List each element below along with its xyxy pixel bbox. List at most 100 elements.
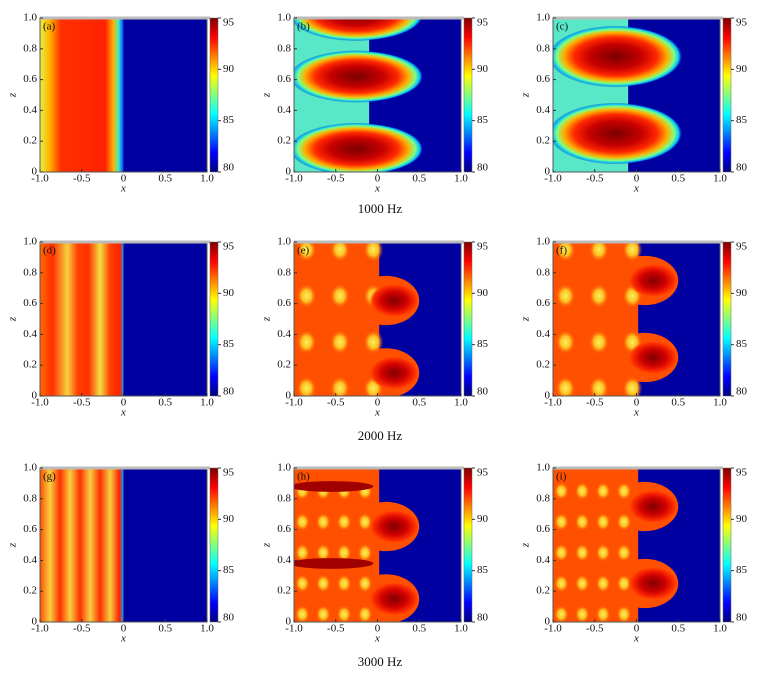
colorbar-tick-label: 85 — [477, 114, 489, 126]
field-region — [40, 242, 124, 396]
colorbar-tick-label: 85 — [223, 114, 235, 126]
panel-label: (g) — [43, 471, 56, 483]
y-tick-label: 0.4 — [536, 554, 550, 566]
x-tick-label: 0.5 — [158, 623, 172, 635]
x-tick-label: -1.0 — [285, 397, 303, 409]
x-tick-label: 0 — [121, 623, 127, 635]
y-tick-label: 0.8 — [23, 492, 37, 504]
field-region — [588, 329, 609, 355]
panel-label: (e) — [297, 245, 310, 257]
x-tick-label: -1.0 — [544, 173, 562, 185]
colorbar-tick-label: 80 — [223, 386, 235, 398]
field-region — [294, 18, 423, 42]
panel-label: (f) — [556, 245, 567, 257]
y-tick-label: 0.2 — [536, 585, 550, 597]
y-tick-label: 0 — [32, 166, 38, 178]
x-tick-label: 1.0 — [454, 397, 468, 409]
field-region — [616, 605, 632, 622]
heatmap-field — [40, 18, 207, 172]
x-tick-label: -0.5 — [327, 173, 345, 185]
y-tick-label: 0.2 — [23, 585, 37, 597]
y-tick-label: 0.8 — [277, 42, 291, 54]
colorbar-tick-label: 80 — [477, 386, 489, 398]
y-tick-label: 0.8 — [277, 492, 291, 504]
y-tick-label: 0.2 — [277, 585, 291, 597]
x-axis-label: x — [633, 183, 639, 195]
panel-label: (a) — [43, 21, 56, 33]
field-region — [628, 566, 679, 601]
colorbar-tick-label: 85 — [477, 338, 489, 350]
colorbar-tick-label: 95 — [477, 17, 489, 29]
field-region — [595, 543, 611, 562]
field-region — [555, 329, 576, 355]
x-axis-label: x — [374, 183, 380, 195]
y-tick-label: 0.6 — [277, 73, 291, 85]
y-tick-label: 0 — [286, 390, 292, 402]
panel-label: (c) — [556, 21, 569, 33]
field-region — [369, 581, 420, 616]
x-tick-label: 0.5 — [158, 173, 172, 185]
colorbar-tick-label: 95 — [223, 17, 235, 29]
colorbar-tick-label: 95 — [477, 467, 489, 479]
field-region — [616, 543, 632, 562]
field-region — [296, 283, 317, 309]
colorbar — [722, 17, 732, 173]
colorbar-tick-label: 85 — [223, 564, 235, 576]
colorbar — [209, 17, 219, 173]
y-axis-label: z — [520, 316, 532, 322]
y-tick-label: 0.4 — [23, 554, 37, 566]
x-tick-label: 1.0 — [454, 623, 468, 635]
colorbar-tick-label: 80 — [736, 162, 748, 174]
field-region — [622, 375, 643, 396]
x-tick-label: -1.0 — [31, 397, 49, 409]
y-tick-label: 0.4 — [277, 104, 291, 116]
field-region — [555, 283, 576, 309]
y-tick-label: 0.4 — [536, 104, 550, 116]
field-region — [574, 512, 590, 532]
y-tick-label: 0 — [545, 616, 551, 628]
field-region — [329, 329, 350, 355]
x-tick-label: 0 — [121, 173, 127, 185]
x-axis-label: x — [374, 407, 380, 419]
caption: 1000 Hz — [358, 201, 403, 216]
y-axis-label: z — [261, 542, 273, 548]
y-axis-label: z — [7, 542, 19, 548]
x-tick-label: -1.0 — [544, 623, 562, 635]
colorbar-tick-label: 80 — [223, 162, 235, 174]
field-region — [296, 375, 317, 396]
caption: 3000 Hz — [358, 654, 403, 669]
colorbar-tick-label: 90 — [223, 63, 235, 75]
y-tick-label: 0.6 — [536, 73, 550, 85]
y-tick-label: 0.2 — [23, 135, 37, 147]
field-region — [574, 605, 590, 622]
field-region — [363, 329, 384, 355]
y-tick-label: 0.4 — [23, 328, 37, 340]
field-region — [357, 574, 373, 593]
heatmap-field — [553, 18, 720, 172]
field-region — [595, 512, 611, 532]
panel-label: (h) — [297, 471, 310, 483]
y-tick-label: 0 — [32, 616, 38, 628]
y-tick-label: 1.0 — [536, 462, 550, 474]
x-tick-label: 0.5 — [671, 623, 685, 635]
field-region — [294, 543, 310, 562]
field-region — [553, 543, 569, 562]
x-tick-label: -0.5 — [586, 173, 604, 185]
y-tick-label: 0.6 — [536, 523, 550, 535]
colorbar-tick-label: 80 — [477, 612, 489, 624]
y-tick-label: 0.2 — [536, 359, 550, 371]
colorbar-tick-label: 95 — [477, 241, 489, 253]
colorbar — [209, 241, 219, 397]
colorbar — [722, 467, 732, 623]
colorbar-tick-label: 95 — [223, 241, 235, 253]
colorbar — [463, 17, 473, 173]
field-region — [369, 509, 420, 544]
field-region — [588, 375, 609, 396]
field-region — [294, 574, 310, 593]
x-tick-label: 0 — [375, 397, 381, 409]
colorbar-tick-label: 80 — [736, 386, 748, 398]
field-region — [595, 605, 611, 622]
x-tick-label: 0 — [634, 623, 640, 635]
field-region — [369, 355, 420, 390]
colorbar-tick-label: 85 — [223, 338, 235, 350]
